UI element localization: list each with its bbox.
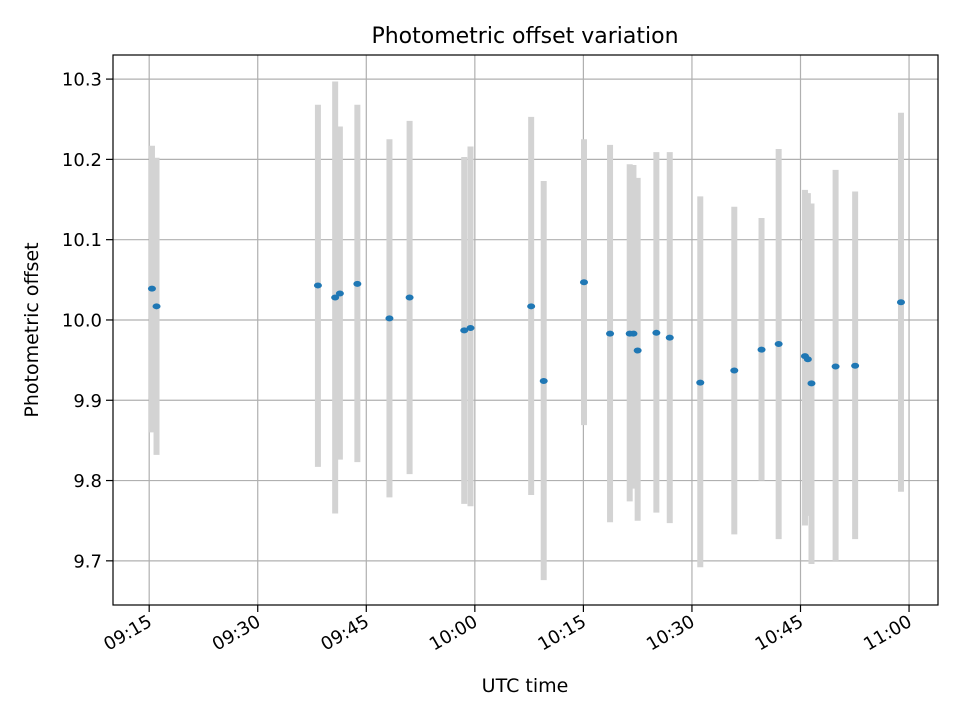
data-point: [331, 294, 340, 301]
data-points: [147, 279, 905, 387]
data-point: [652, 329, 661, 336]
y-tick-label: 9.8: [73, 471, 102, 492]
y-tick-label: 10.0: [62, 310, 102, 331]
y-axis-ticks: 9.7 9.8 9.9 10.0 10.1 10.2 10.3: [62, 70, 113, 572]
x-axis-label: UTC time: [482, 675, 569, 697]
data-point: [696, 379, 705, 386]
chart-title: Photometric offset variation: [371, 24, 678, 49]
data-point: [730, 367, 739, 374]
data-point: [313, 282, 322, 289]
data-point: [385, 315, 394, 322]
y-tick-label: 10.3: [62, 70, 102, 91]
y-axis-label: Photometric offset: [21, 242, 43, 417]
grid-lines: [113, 55, 938, 605]
data-point: [757, 346, 766, 353]
data-point: [335, 290, 344, 297]
plot-frame: [112, 54, 939, 606]
data-point: [460, 327, 469, 334]
data-point: [629, 330, 638, 337]
data-point: [851, 362, 860, 369]
data-point: [831, 363, 840, 370]
data-point: [807, 380, 816, 387]
data-point: [803, 356, 812, 363]
data-point: [466, 324, 475, 331]
data-point: [405, 294, 414, 301]
data-point: [539, 377, 548, 384]
data-point: [896, 299, 905, 306]
data-point: [147, 285, 156, 292]
data-point: [353, 280, 362, 287]
data-point: [774, 341, 783, 348]
data-point: [665, 334, 674, 341]
y-tick-label: 10.2: [62, 150, 102, 171]
y-tick-label: 9.7: [73, 551, 102, 572]
y-tick-label: 10.1: [62, 230, 102, 251]
data-point: [527, 303, 536, 310]
data-point: [579, 279, 588, 286]
data-point: [152, 303, 161, 310]
y-tick-label: 9.9: [73, 391, 102, 412]
data-point: [606, 330, 615, 337]
data-point: [633, 347, 642, 354]
